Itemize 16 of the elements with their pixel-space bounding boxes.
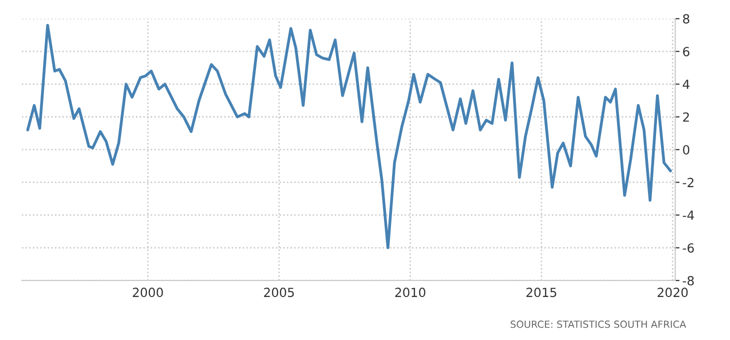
y-tick-label: -8 (682, 276, 694, 286)
x-tick-label: 2015 (526, 288, 556, 298)
x-tick-label: 2000 (132, 288, 163, 298)
y-tick-label: 4 (682, 80, 690, 89)
y-tick-label: -2 (682, 178, 694, 188)
y-tick-label: -6 (682, 243, 694, 253)
x-tick-label: 2010 (395, 288, 426, 298)
source-note: SOURCE: STATISTICS SOUTH AFRICA (510, 320, 686, 328)
y-tick-label: 0 (683, 145, 690, 155)
line-series (26, 24, 672, 250)
x-tick-label: 2005 (264, 288, 294, 298)
y-tick-label: 6 (683, 46, 690, 56)
x-tick-label: 2020 (658, 288, 688, 298)
y-tick-label: 2 (683, 112, 689, 122)
y-tick-label: 8 (683, 14, 690, 24)
y-tick-label: -4 (682, 210, 694, 220)
